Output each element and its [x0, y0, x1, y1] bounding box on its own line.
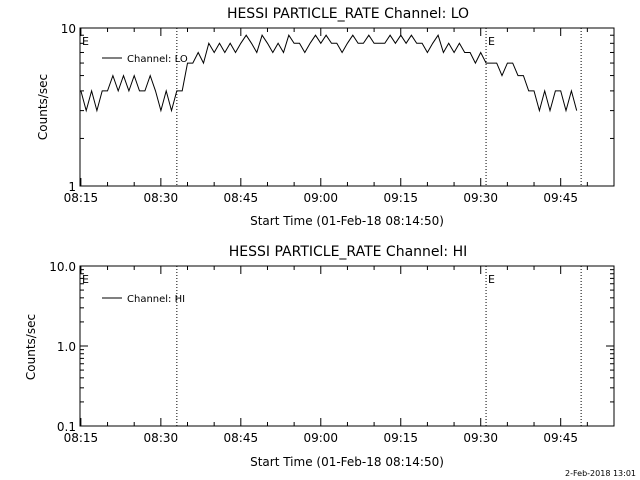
- x-axis-label-hi: Start Time (01-Feb-18 08:14:50): [250, 455, 444, 469]
- y-tick-label: 1: [68, 180, 76, 194]
- event-marker-label: E: [82, 273, 89, 286]
- legend-hi: Channel: HI: [102, 294, 185, 305]
- legend-label-hi: Channel: HI: [127, 294, 185, 305]
- y-tick-label: 1.0: [57, 340, 76, 354]
- legend-lo: Channel: LO: [102, 54, 188, 65]
- tick-group-lo: 08:15 08:30 08:45 09:00 09:15 09:30 09:45 1 10: [61, 22, 615, 205]
- x-tick-label: 08:45: [224, 191, 259, 205]
- y-axis-label-hi: Counts/sec: [24, 314, 38, 380]
- event-marker-label: E: [488, 35, 495, 48]
- y-tick-label: 10: [61, 22, 76, 36]
- x-tick-label: 08:30: [144, 191, 179, 205]
- x-tick-label: 09:00: [303, 431, 338, 445]
- y-tick-label: 0.1: [57, 420, 76, 434]
- y-axis-label-lo: Counts/sec: [36, 74, 50, 140]
- x-tick-label: 09:45: [543, 431, 578, 445]
- x-tick-label: 09:00: [303, 191, 338, 205]
- x-axis-label-lo: Start Time (01-Feb-18 08:14:50): [250, 214, 444, 228]
- x-tick-label: 09:30: [463, 191, 498, 205]
- chart-panel-lo: HESSI PARTICLE_RATE Channel: LO 08:15 08:…: [36, 6, 615, 228]
- plot-frame-hi: [79, 265, 615, 427]
- x-tick-label: 08:15: [64, 431, 99, 445]
- event-marker-label: E: [82, 35, 89, 48]
- x-tick-label: 08:45: [224, 431, 259, 445]
- x-tick-label: 09:15: [383, 431, 418, 445]
- x-tick-label: 09:45: [543, 191, 578, 205]
- x-tick-label: 09:30: [463, 431, 498, 445]
- x-tick-label: 08:30: [144, 431, 179, 445]
- y-tick-label: 10.0: [49, 260, 76, 274]
- event-marker-label: E: [488, 273, 495, 286]
- x-tick-label: 08:15: [64, 191, 99, 205]
- timestamp-stamp: 2-Feb-2018 13:01: [565, 469, 636, 478]
- x-tick-label: 09:15: [383, 191, 418, 205]
- chart-title-lo: HESSI PARTICLE_RATE Channel: LO: [227, 6, 469, 22]
- legend-label-lo: Channel: LO: [127, 54, 188, 65]
- chart-title-hi: HESSI PARTICLE_RATE Channel: HI: [229, 244, 467, 260]
- tick-group-hi: 08:15 08:30 08:45 09:00 09:15 09:30 09:45 0.1 1.…: [49, 260, 615, 445]
- chart-panel-hi: HESSI PARTICLE_RATE Channel: HI 08:15 08:…: [24, 244, 615, 469]
- series-line: [80, 34, 578, 113]
- series-group-lo: [80, 34, 578, 113]
